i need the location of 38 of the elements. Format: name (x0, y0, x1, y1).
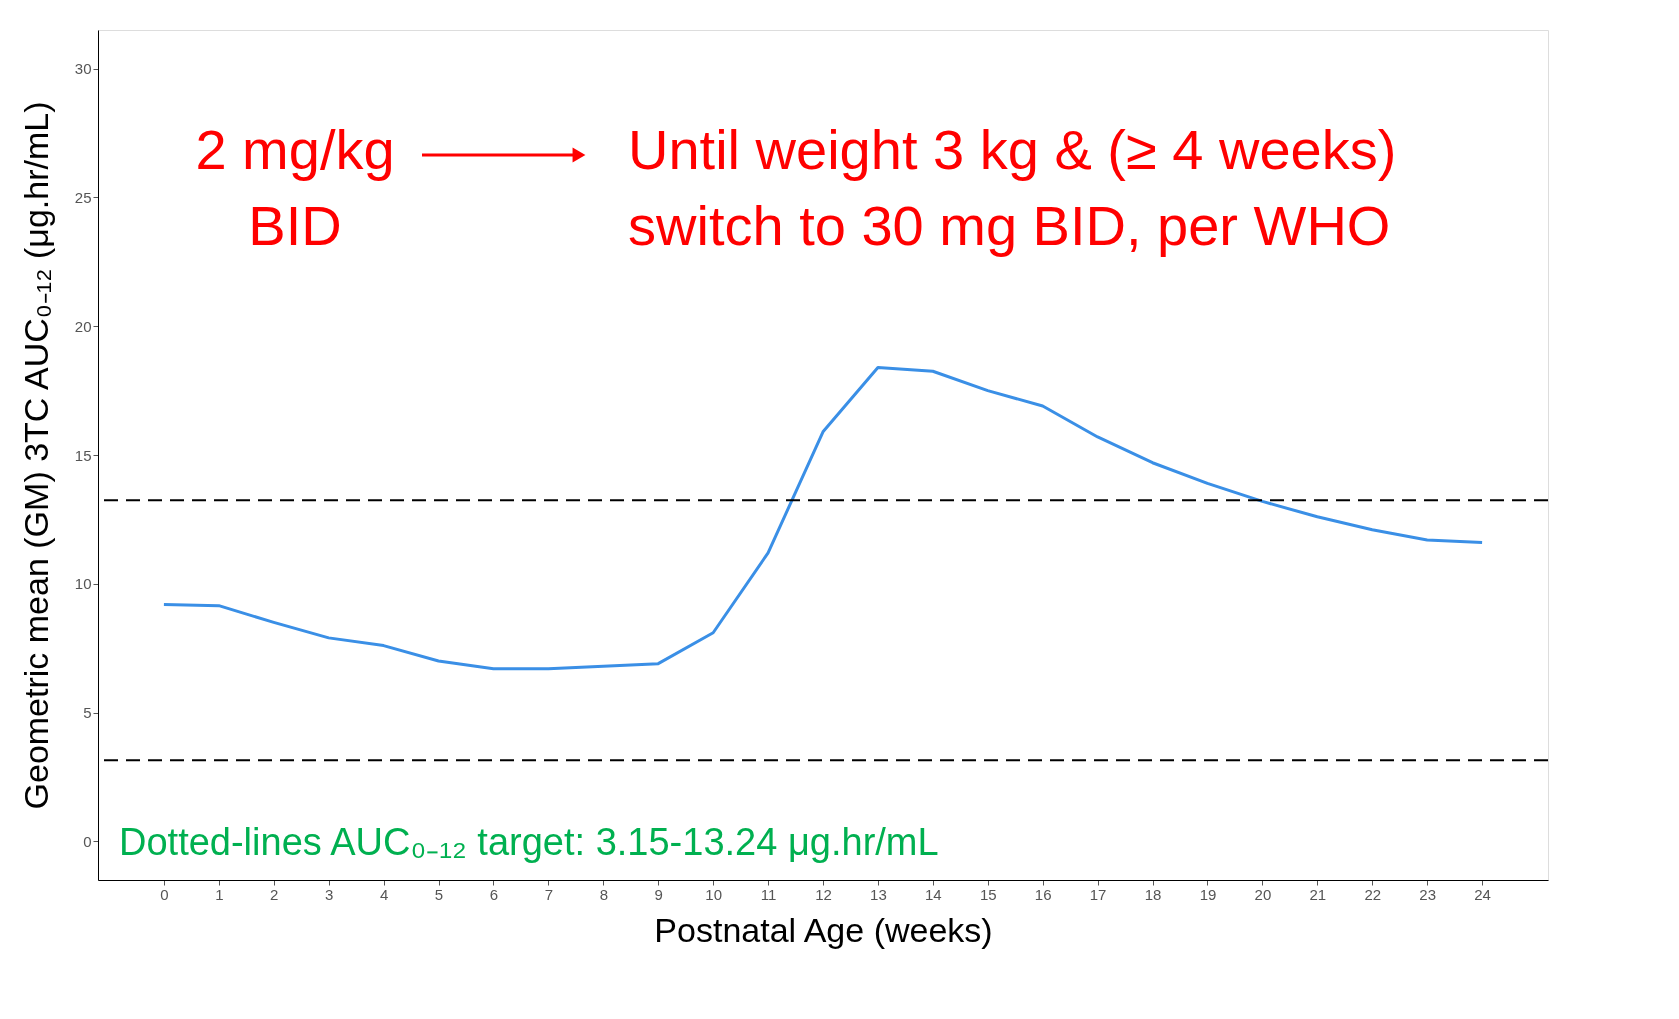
x-tick-label: 1 (215, 885, 224, 903)
x-tick-label: 0 (160, 885, 169, 903)
x-tick-label: 12 (815, 885, 832, 903)
x-tick-label: 16 (1034, 885, 1052, 903)
y-axis-title: Geometric mean (GM) 3TC AUC₀₋₁₂ (μg.hr/mL) (16, 101, 55, 810)
x-tick-label: 2 (270, 885, 279, 903)
y-tick-label: 25 (74, 188, 92, 206)
x-tick-label: 20 (1254, 885, 1272, 903)
x-tick-label: 7 (544, 885, 554, 903)
y-tick-label: 5 (83, 704, 92, 722)
x-tick-label: 8 (599, 885, 608, 903)
x-tick-label: 6 (489, 885, 499, 903)
x-tick-label: 15 (979, 885, 997, 903)
x-tick-label: 11 (760, 885, 777, 903)
x-tick-label: 22 (1364, 885, 1382, 903)
annotation: Until weight 3 kg & (≥ 4 weeks) switch to 30 mg BID, per WHO (628, 118, 1397, 257)
x-tick-label: 24 (1474, 885, 1491, 903)
x-tick-label: 18 (1144, 885, 1162, 903)
x-tick-label: 13 (870, 885, 887, 903)
x-axis-title: Postnatal Age (weeks) (654, 910, 993, 949)
y-tick-label: 20 (74, 317, 92, 335)
line-series (162, 365, 1484, 671)
x-tick-label: 19 (1199, 885, 1217, 903)
x-tick-label: 4 (379, 885, 389, 903)
x-tick-label: 23 (1419, 885, 1437, 903)
y-tick-label: 30 (74, 60, 92, 78)
x-tick-label: 17 (1089, 885, 1107, 903)
y-tick-label: 15 (74, 446, 92, 464)
x-tick-label: 5 (434, 885, 444, 903)
annotation: Dotted-lines AUC₀₋₁₂ target: 3.15-13.24 μg.hr/mL (119, 821, 939, 863)
x-tick-label: 14 (925, 885, 942, 903)
x-tick-label: 10 (705, 885, 722, 903)
x-tick-label: 21 (1309, 885, 1327, 903)
y-tick-label: 0 (83, 832, 92, 850)
x-tick-label: 9 (654, 885, 663, 903)
x-tick-label: 3 (325, 885, 334, 903)
annotation: 2 mg/kg BID (195, 118, 395, 257)
y-tick-label: 10 (74, 575, 92, 593)
